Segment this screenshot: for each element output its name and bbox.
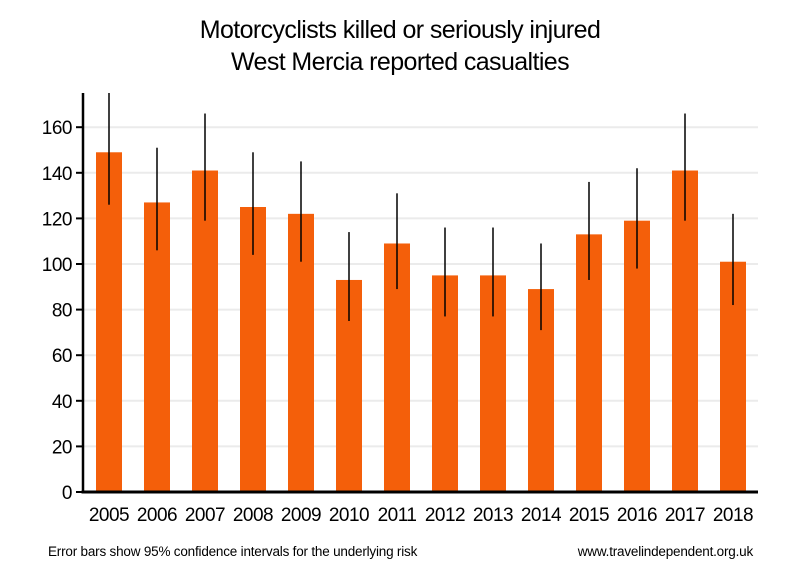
chart-title: Motorcyclists killed or seriously injure… — [199, 16, 601, 44]
x-tick-label-2012: 2012 — [425, 505, 465, 526]
footer-note: Error bars show 95% confidence intervals… — [48, 544, 418, 559]
x-tick-label-2013: 2013 — [473, 505, 513, 526]
x-tick-label-2017: 2017 — [665, 505, 705, 526]
x-tick-label-2006: 2006 — [137, 505, 177, 526]
y-tick-label: 20 — [52, 437, 72, 458]
y-tick-label: 0 — [62, 483, 72, 504]
x-tick-label-2005: 2005 — [89, 505, 129, 526]
y-tick-label: 80 — [52, 301, 72, 322]
bar-2007 — [192, 170, 218, 492]
y-tick-label: 40 — [52, 392, 72, 413]
footer-site: www.travelindependent.org.uk — [577, 544, 753, 559]
x-tick-label-2007: 2007 — [185, 505, 225, 526]
bar-2006 — [144, 202, 170, 492]
bar-2017 — [672, 170, 698, 492]
y-tick-label: 140 — [42, 164, 72, 185]
y-tick-label: 120 — [42, 209, 72, 230]
x-tick-label-2015: 2015 — [569, 505, 609, 526]
x-tick-label-2016: 2016 — [617, 505, 657, 526]
x-tick-label-2011: 2011 — [378, 505, 417, 526]
bar-2005 — [96, 152, 122, 492]
x-tick-label-2014: 2014 — [521, 505, 562, 526]
x-tick-label-2009: 2009 — [281, 505, 321, 526]
x-tick-label-2010: 2010 — [329, 505, 369, 526]
y-tick-label: 60 — [52, 346, 72, 367]
chart-subtitle: West Mercia reported casualties — [230, 48, 570, 76]
y-tick-label: 100 — [42, 255, 72, 276]
y-tick-label: 160 — [42, 118, 72, 139]
x-tick-label-2018: 2018 — [713, 505, 753, 526]
x-tick-label-2008: 2008 — [233, 505, 273, 526]
chart-title-block: Motorcyclists killed or seriously injure… — [0, 14, 800, 78]
